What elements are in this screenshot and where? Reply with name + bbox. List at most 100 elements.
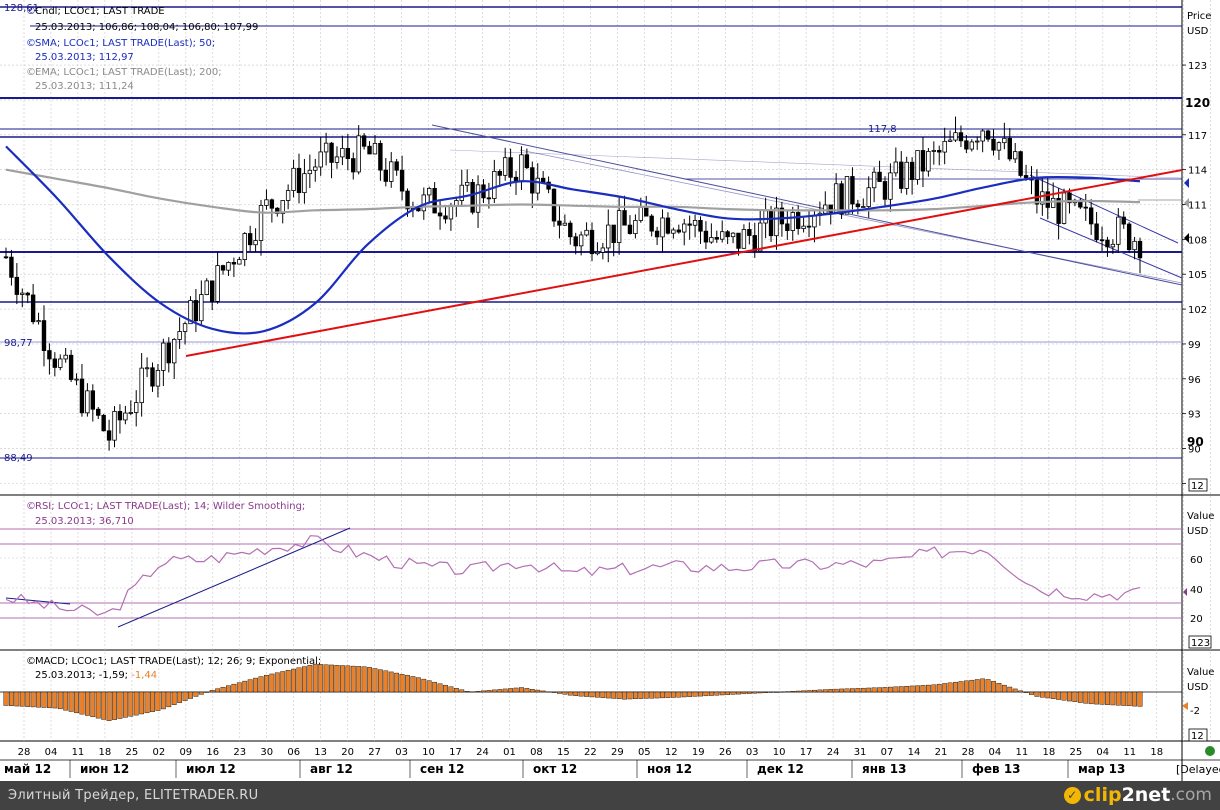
macd-bar xyxy=(372,668,378,693)
macd-bar xyxy=(795,690,801,693)
macd-bar xyxy=(877,687,882,693)
macd-bar xyxy=(405,675,410,693)
macd-bar xyxy=(611,691,617,699)
trading-chart[interactable]: 1231171141111081051029996939087 Price US… xyxy=(0,0,1220,781)
candle-body xyxy=(524,154,530,169)
candle-body xyxy=(470,182,475,213)
candle-body xyxy=(915,150,920,180)
rsi-value-box[interactable] xyxy=(1188,635,1212,649)
macd-bar xyxy=(36,691,41,708)
candle-body xyxy=(220,265,226,271)
candle-body xyxy=(861,206,866,208)
macd-bar xyxy=(1094,691,1099,705)
macd-bar xyxy=(318,664,324,693)
macd-bar xyxy=(90,691,96,718)
candle-body xyxy=(757,222,763,252)
macd-bar xyxy=(57,691,63,710)
candle-body xyxy=(920,150,926,172)
macd-bar xyxy=(660,691,665,699)
macd-bar xyxy=(421,678,427,693)
macd-bar xyxy=(1077,691,1083,703)
candle-body xyxy=(1116,216,1121,245)
candle-body xyxy=(980,130,985,142)
macd-bar xyxy=(692,691,698,697)
candle-body xyxy=(30,294,36,323)
candle-body xyxy=(530,167,535,194)
macd-bar xyxy=(1001,684,1007,693)
macd-bar xyxy=(801,690,806,693)
candle-body xyxy=(871,171,877,189)
candle-body xyxy=(318,151,323,168)
rsi-line xyxy=(5,535,1141,616)
candle-body xyxy=(58,358,63,368)
candle-body xyxy=(660,217,665,238)
interval-box[interactable] xyxy=(1188,478,1208,492)
candle-body xyxy=(638,206,644,221)
macd-bar xyxy=(204,691,210,693)
macd-bar xyxy=(1045,691,1051,699)
macd-bar xyxy=(670,691,676,698)
price-tick-label: 114 xyxy=(1188,166,1207,177)
macd-bar xyxy=(654,691,660,699)
macd-bar xyxy=(253,677,258,693)
macd-bar xyxy=(160,691,166,710)
price-tick-label: 93 xyxy=(1188,410,1201,421)
macd-bar xyxy=(25,691,31,707)
macd-bar xyxy=(481,690,486,693)
month-label: мар 13 xyxy=(1078,762,1125,776)
candle-body xyxy=(74,378,79,381)
candle-body xyxy=(188,300,193,325)
macd-bar xyxy=(307,665,313,693)
macd-bar xyxy=(708,691,714,696)
candle-body xyxy=(383,169,389,182)
candle-body xyxy=(535,177,540,194)
candle-body xyxy=(578,234,584,247)
day-tick-label: 16 xyxy=(206,747,219,758)
macd-bar xyxy=(226,685,231,693)
day-tick-label: 26 xyxy=(719,747,732,758)
macd-bar xyxy=(953,681,958,693)
macd-bar xyxy=(855,688,861,693)
candle-body xyxy=(568,222,573,238)
macd-bar xyxy=(291,668,296,693)
candle-body xyxy=(725,231,730,238)
macd-bar xyxy=(258,676,264,693)
day-tick-label: 10 xyxy=(422,747,435,758)
price-tick-label: 102 xyxy=(1188,305,1207,316)
candlestick-series xyxy=(3,116,1143,451)
macd-value-box[interactable] xyxy=(1188,728,1208,742)
candle-body xyxy=(644,206,649,217)
candle-body xyxy=(850,176,855,205)
macd-bar xyxy=(9,691,14,706)
candle-body xyxy=(953,132,958,141)
macd-bar xyxy=(893,686,899,693)
macd-bar xyxy=(491,689,497,693)
candle-body xyxy=(855,203,861,208)
macd-bar xyxy=(1056,691,1062,700)
macd-bar xyxy=(508,688,514,693)
candle-body xyxy=(790,212,795,231)
macd-bar xyxy=(529,689,535,693)
price-tick-label: 99 xyxy=(1188,340,1201,351)
macd-bar xyxy=(285,670,291,693)
level-98-77: 98,77 xyxy=(4,338,33,349)
macd-bar xyxy=(367,667,372,693)
footer-site-text: Элитный Трейдер, ELITETRADER.RU xyxy=(8,788,259,803)
macd-bar xyxy=(1110,691,1116,706)
macd-bar xyxy=(649,691,655,699)
macd-bar xyxy=(443,684,448,693)
candle-body xyxy=(448,206,454,220)
macd-bar xyxy=(269,673,275,693)
macd-value-box-label: 12 xyxy=(1191,731,1204,742)
macd-bar xyxy=(828,689,834,693)
day-tick-label: 31 xyxy=(854,747,867,758)
price-tick-label: 111 xyxy=(1188,201,1207,212)
macd-bar xyxy=(589,691,595,698)
candle-body xyxy=(443,215,448,220)
candle-body xyxy=(101,414,106,432)
candle-body xyxy=(280,200,285,214)
day-tick-label: 11 xyxy=(72,747,85,758)
macd-bar xyxy=(578,691,584,697)
macd-bar xyxy=(698,691,703,697)
candle-body xyxy=(166,342,171,364)
